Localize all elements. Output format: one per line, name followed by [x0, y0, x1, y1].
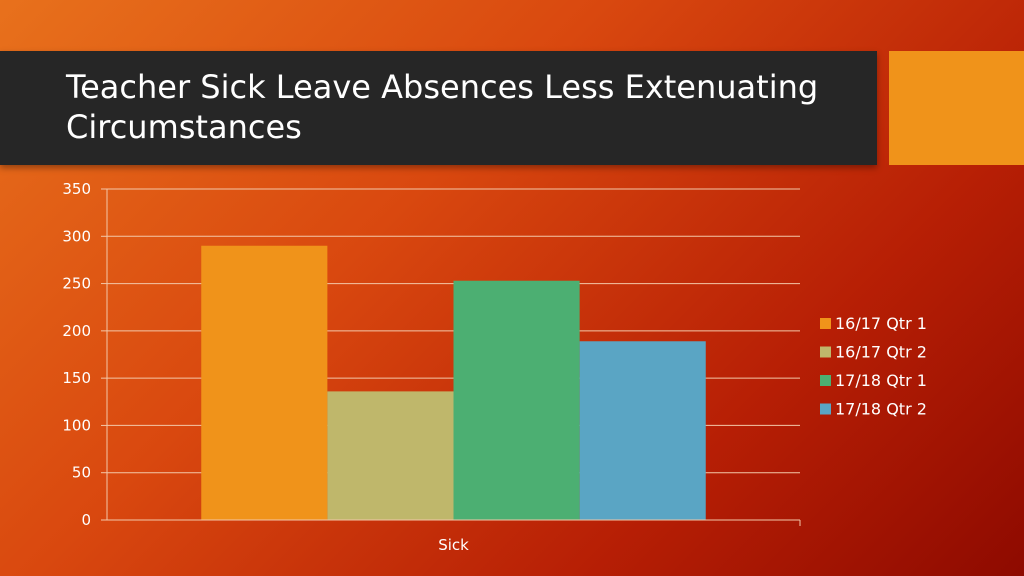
- y-tick-label: 50: [72, 464, 91, 482]
- x-tick-label: Sick: [438, 536, 469, 554]
- legend-label: 16/17 Qtr 1: [835, 314, 927, 333]
- axes: [106, 189, 801, 526]
- legend-label: 17/18 Qtr 2: [835, 400, 927, 419]
- x-tick-labels: Sick: [438, 536, 469, 554]
- y-tick-label: 300: [62, 227, 91, 245]
- legend-swatch: [820, 318, 831, 329]
- slide-title: Teacher Sick Leave Absences Less Extenua…: [66, 68, 819, 146]
- bar-16-17-qtr-2: [327, 391, 454, 520]
- bar-17-18-qtr-1: [453, 280, 580, 520]
- y-tick-label: 200: [62, 322, 91, 340]
- bar-16-17-qtr-1: [201, 245, 328, 520]
- legend-label: 16/17 Qtr 2: [835, 343, 927, 362]
- legend-swatch: [820, 375, 831, 386]
- legend-swatch: [820, 346, 831, 358]
- title-bar: Teacher Sick Leave Absences Less Extenua…: [0, 51, 877, 165]
- y-tick-label: 0: [81, 511, 91, 529]
- bar-17-18-qtr-2: [579, 341, 706, 520]
- legend: 16/17 Qtr 1 16/17 Qtr 2 17/18 Qtr 1 17/18 Q…: [820, 314, 927, 419]
- y-tick-labels: 0 50 100 150 200 250 300 350: [62, 180, 91, 529]
- y-tick-label: 100: [62, 416, 91, 434]
- y-tick-label: 350: [62, 180, 91, 198]
- legend-swatch: [820, 403, 831, 415]
- y-tick-label: 150: [62, 369, 91, 387]
- bars: [201, 245, 706, 520]
- accent-square: [889, 51, 1024, 165]
- legend-label: 17/18 Qtr 1: [835, 371, 927, 390]
- y-tick-label: 250: [62, 275, 91, 293]
